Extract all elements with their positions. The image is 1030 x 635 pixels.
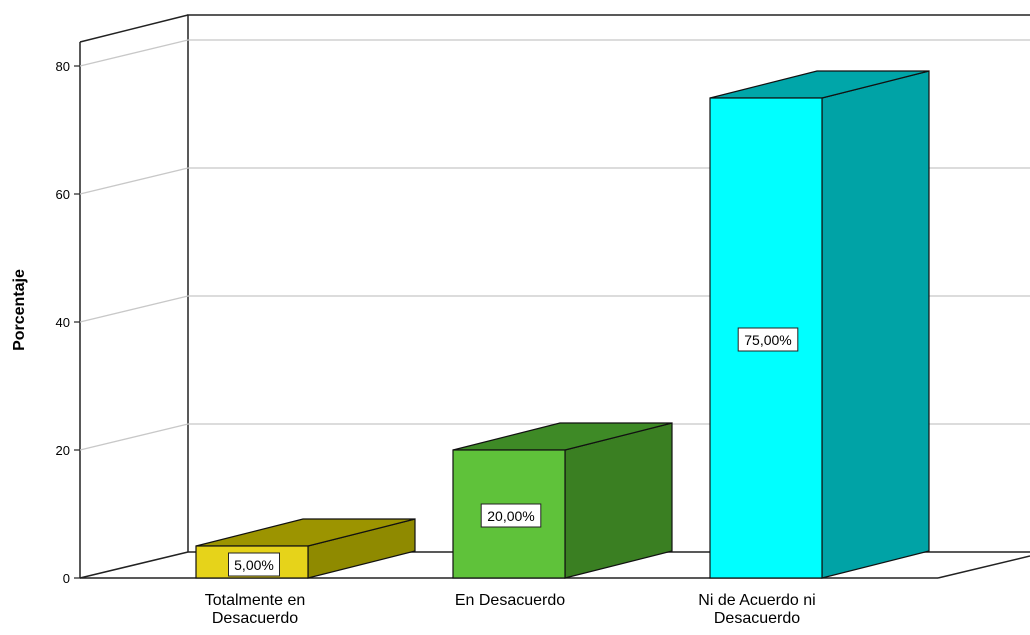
bars: 5,00% 20,00% 75,00%	[195, 70, 930, 579]
side-wall-top-edge	[79, 14, 189, 43]
y-ticks: 0 20 40 60 80	[56, 59, 80, 586]
gridline-side	[79, 39, 189, 67]
data-label-box	[480, 503, 542, 528]
y-tick-label: 0	[63, 571, 70, 586]
y-tick-label: 20	[56, 443, 70, 458]
gridline-side	[79, 423, 189, 451]
data-label-box	[228, 552, 280, 577]
x-category-label: Totalmente en Desacuerdo	[205, 592, 306, 627]
bar: 5,00%	[195, 518, 416, 579]
x-category-labels: Totalmente en Desacuerdo En Desacuerdo Ni d…	[205, 592, 816, 627]
floor-right-edge	[937, 555, 1030, 579]
y-axis-label: Porcentaje	[11, 269, 28, 351]
y-tick-label: 80	[56, 59, 70, 74]
x-category-label: Ni de Acuerdo ni Desacuerdo	[698, 592, 815, 627]
bar: 20,00%	[452, 422, 673, 579]
floor-left-edge	[79, 551, 189, 579]
bar: 75,00%	[709, 70, 930, 579]
y-tick-label: 60	[56, 187, 70, 202]
data-label-box	[737, 327, 799, 352]
data-label: 5,00%	[234, 557, 274, 573]
y-tick-label: 40	[56, 315, 70, 330]
data-label: 20,00%	[487, 508, 534, 524]
gridline-side	[79, 167, 189, 195]
gridline-side	[79, 295, 189, 323]
bar-side-face	[821, 70, 930, 579]
x-category-label: En Desacuerdo	[455, 592, 565, 609]
data-label: 75,00%	[744, 332, 791, 348]
